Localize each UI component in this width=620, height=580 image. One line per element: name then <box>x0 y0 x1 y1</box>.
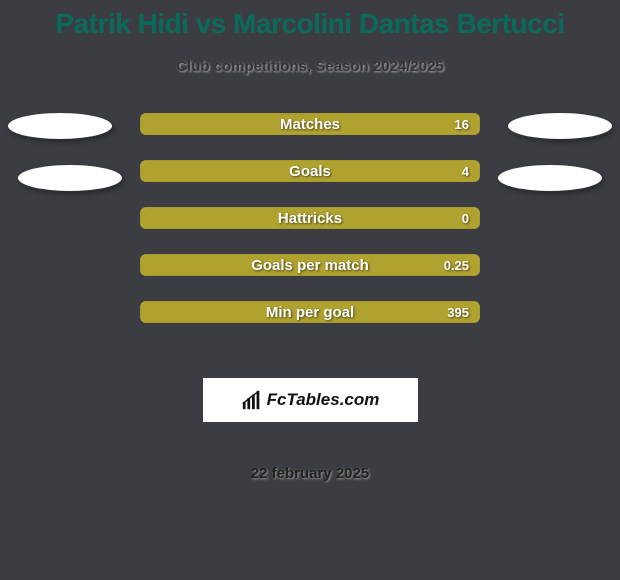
stat-row: Goals per match 0.25 <box>140 254 480 276</box>
player-left-marker-1 <box>8 113 112 139</box>
player-left-marker-2 <box>18 165 122 191</box>
date-line: 22 february 2025 <box>251 465 369 482</box>
stat-row: Min per goal 395 <box>140 301 480 323</box>
comparison-infographic: Patrik Hidi vs Marcolini Dantas Bertucci… <box>0 0 620 580</box>
stat-value: 0 <box>462 208 469 228</box>
stat-row: Matches 16 <box>140 113 480 135</box>
page-title: Patrik Hidi vs Marcolini Dantas Bertucci <box>0 0 620 40</box>
stat-row: Hattricks 0 <box>140 207 480 229</box>
subtitle: Club competitions, Season 2024/2025 <box>0 58 620 75</box>
stat-value: 16 <box>455 114 469 134</box>
stat-value: 4 <box>462 161 469 181</box>
stat-label: Min per goal <box>141 302 479 322</box>
stat-label: Matches <box>141 114 479 134</box>
stats-area: Matches 16 Goals 4 Hattricks 0 Goals per… <box>0 113 620 482</box>
stat-label: Hattricks <box>141 208 479 228</box>
brand-text: FcTables.com <box>267 390 380 410</box>
stat-row: Goals 4 <box>140 160 480 182</box>
player-right-marker-1 <box>508 113 612 139</box>
stat-value: 0.25 <box>444 255 469 275</box>
stat-label: Goals per match <box>141 255 479 275</box>
stat-label: Goals <box>141 161 479 181</box>
stat-value: 395 <box>447 302 469 322</box>
player-right-marker-2 <box>498 165 602 191</box>
brand-box: FcTables.com <box>203 378 418 422</box>
brand-chart-icon <box>241 389 263 411</box>
